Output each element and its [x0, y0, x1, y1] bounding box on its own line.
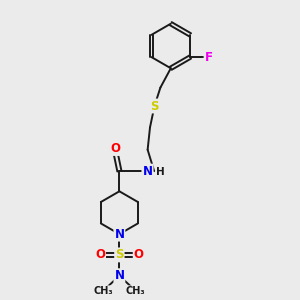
Text: O: O [111, 142, 121, 155]
Text: S: S [115, 248, 124, 261]
Text: CH₃: CH₃ [126, 286, 146, 296]
Text: N: N [114, 228, 124, 241]
Text: O: O [134, 248, 144, 261]
Text: F: F [205, 51, 213, 64]
Text: CH₃: CH₃ [93, 286, 113, 296]
Text: H: H [156, 167, 165, 177]
Text: S: S [150, 100, 159, 112]
Text: N: N [142, 165, 153, 178]
Text: N: N [114, 269, 124, 282]
Text: O: O [95, 248, 105, 261]
